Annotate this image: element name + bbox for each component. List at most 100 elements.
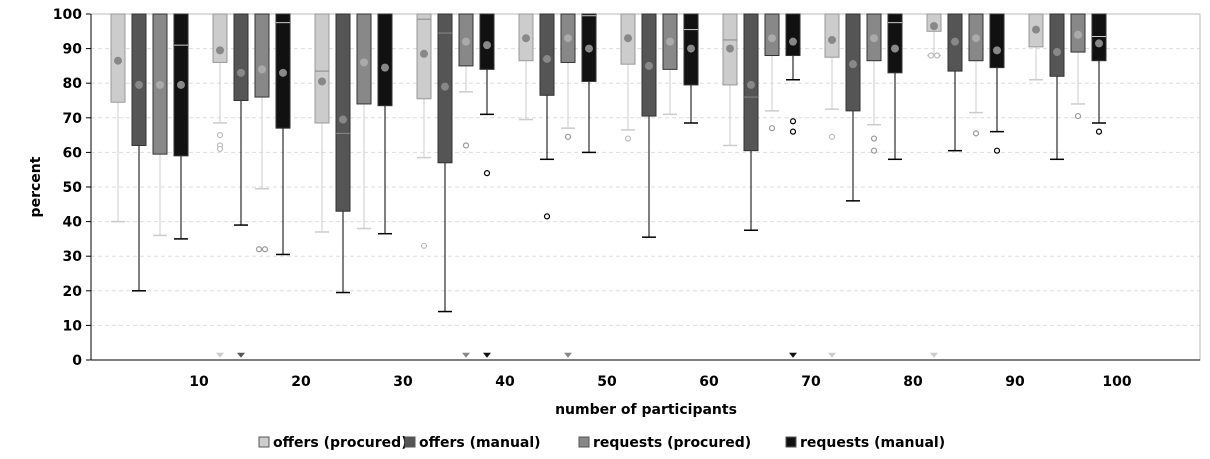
box-30 — [335, 13, 351, 294]
x-tick-label-50: 50 — [597, 374, 617, 390]
box-80 — [887, 13, 903, 161]
mean-marker — [381, 63, 389, 72]
legend-swatch — [785, 436, 797, 448]
box-body — [335, 13, 351, 212]
box-30 — [356, 13, 372, 230]
extreme-marker — [483, 352, 491, 358]
box-body — [1049, 13, 1065, 77]
box-60 — [662, 13, 678, 116]
box-20 — [212, 13, 228, 358]
box-body — [254, 13, 270, 98]
outlier-point — [255, 246, 263, 253]
box-body — [212, 13, 228, 63]
box-70 — [785, 13, 801, 358]
box-body — [824, 13, 840, 58]
box-100 — [1049, 13, 1065, 161]
mean-marker — [258, 65, 266, 74]
box-10 — [152, 13, 168, 237]
box-30 — [377, 13, 393, 235]
box-60 — [641, 13, 657, 238]
outlier-point — [624, 135, 632, 142]
mean-marker — [747, 80, 755, 89]
legend-item-0: offers (procured) — [258, 435, 408, 451]
mean-marker — [543, 54, 551, 63]
mean-marker — [768, 34, 776, 43]
outlier-point — [972, 130, 980, 137]
outlier-point — [828, 133, 836, 140]
series-offers-manual — [131, 13, 1065, 358]
y-tick-label-50: 50 — [63, 180, 83, 196]
legend-item-3: requests (manual) — [785, 435, 945, 451]
box-body — [785, 13, 801, 57]
mean-marker — [930, 22, 938, 31]
mean-marker — [1074, 30, 1082, 39]
box-90 — [947, 13, 963, 152]
series-offers-procured — [110, 13, 1044, 358]
box-50 — [560, 13, 576, 358]
mean-marker — [522, 34, 530, 43]
box-80 — [824, 13, 840, 358]
mean-marker — [135, 80, 143, 89]
mean-marker — [687, 44, 695, 53]
legend-label: offers (manual) — [419, 435, 541, 451]
series-requests-manual — [173, 13, 1107, 358]
x-tick-label-80: 80 — [903, 374, 923, 390]
box-10 — [173, 13, 189, 240]
mean-marker — [870, 34, 878, 43]
outlier-point — [768, 125, 776, 132]
box-50 — [581, 13, 597, 154]
box-40 — [416, 13, 432, 249]
legend-label: requests (manual) — [800, 435, 945, 451]
legend-swatch — [258, 436, 270, 448]
y-tick-label-40: 40 — [63, 215, 83, 231]
extreme-marker — [930, 352, 938, 358]
extreme-marker — [216, 352, 224, 358]
extreme-marker — [237, 352, 245, 358]
box-30 — [314, 13, 330, 233]
mean-marker — [891, 44, 899, 53]
mean-marker — [849, 60, 857, 69]
box-body — [539, 13, 555, 96]
x-tick-label-30: 30 — [393, 374, 413, 390]
outlier-point — [216, 132, 224, 139]
box-body — [314, 13, 330, 124]
mean-marker — [828, 35, 836, 44]
mean-marker — [216, 46, 224, 55]
mean-marker — [1032, 25, 1040, 34]
y-tick-label-70: 70 — [63, 111, 83, 127]
legend-label: requests (procured) — [593, 435, 751, 451]
outlier-point — [933, 52, 941, 59]
box-60 — [683, 13, 699, 124]
x-tick-label-40: 40 — [495, 374, 515, 390]
mean-marker — [318, 77, 326, 86]
box-70 — [743, 13, 759, 231]
mean-marker — [177, 80, 185, 89]
legend-item-2: requests (procured) — [578, 435, 751, 451]
box-20 — [275, 13, 291, 256]
box-body — [233, 13, 249, 101]
box-40 — [479, 13, 495, 358]
legend-swatch — [578, 436, 590, 448]
mean-marker — [441, 82, 449, 91]
mean-marker — [726, 44, 734, 53]
mean-marker — [789, 37, 797, 46]
mean-marker — [624, 34, 632, 43]
outlier-point — [789, 118, 797, 125]
mean-marker — [666, 37, 674, 46]
box-50 — [518, 13, 534, 121]
mean-marker — [483, 41, 491, 50]
x-tick-label-100: 100 — [1102, 374, 1131, 390]
series-requests-procured — [152, 13, 1086, 358]
outlier-point — [993, 147, 1001, 154]
mean-marker — [972, 34, 980, 43]
outlier-point — [1074, 112, 1082, 120]
outlier-point — [789, 128, 797, 135]
box-body — [1091, 13, 1107, 62]
outlier-point — [261, 246, 269, 253]
x-tick-label-70: 70 — [801, 374, 821, 390]
extreme-marker — [828, 352, 836, 358]
y-tick-label-20: 20 — [63, 284, 83, 300]
box-body — [377, 13, 393, 107]
mean-marker — [237, 68, 245, 77]
